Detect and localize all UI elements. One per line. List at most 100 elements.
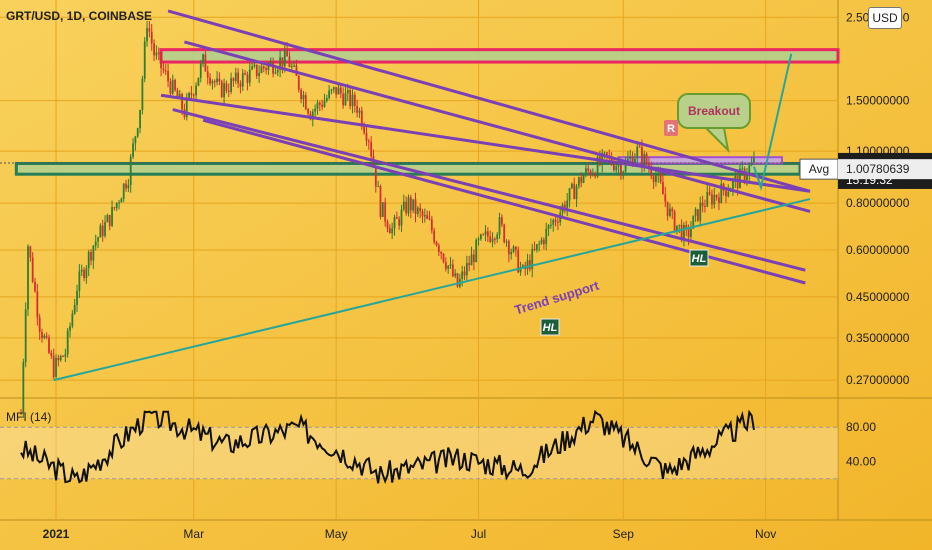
avg-price-box	[838, 159, 932, 180]
candle-body	[367, 140, 370, 142]
candle-body	[22, 362, 25, 414]
candle-body	[199, 63, 202, 78]
candle-body	[671, 208, 674, 212]
candle-body	[62, 355, 64, 357]
candle-body	[262, 66, 265, 69]
candle-body	[673, 211, 676, 232]
candle-body	[442, 253, 445, 263]
candle-body	[573, 183, 576, 200]
hl-marker-2-label: HL	[692, 253, 707, 265]
candle-body	[713, 195, 716, 205]
candle-body	[328, 90, 331, 99]
candle-body	[34, 281, 36, 292]
candle-body	[73, 304, 76, 314]
candle-body	[617, 164, 620, 167]
candle-body	[304, 94, 307, 110]
candle-body	[444, 262, 447, 269]
candle-body	[230, 78, 232, 92]
candle-body	[307, 109, 310, 114]
candle-body	[211, 81, 214, 84]
hl-marker-1-box	[540, 318, 560, 336]
candle-body	[624, 161, 627, 172]
candle-body	[741, 168, 744, 170]
candle-body	[365, 132, 368, 141]
projection-line	[753, 53, 793, 192]
candle-body	[711, 194, 713, 205]
candle-body	[244, 73, 246, 75]
x-tick-label: May	[325, 527, 348, 541]
candle-body	[290, 66, 293, 68]
candle-body	[664, 194, 667, 202]
candle-body	[167, 70, 169, 82]
candle-body	[218, 78, 221, 82]
candle-body	[286, 49, 289, 57]
candle-body	[59, 355, 62, 361]
candle-body	[746, 175, 748, 180]
candle-body	[636, 146, 639, 159]
candle-body	[234, 72, 237, 81]
candle-body	[265, 68, 268, 71]
mfi-label: MFI (14)	[6, 410, 52, 424]
candle-body	[164, 70, 167, 72]
candle-body	[451, 264, 454, 277]
candle-body	[281, 57, 284, 67]
candle-body	[718, 197, 720, 204]
channel-line	[184, 40, 811, 213]
candle-body	[323, 100, 326, 107]
candle-body	[318, 102, 321, 105]
y-tick-label: 1.50000000	[846, 94, 910, 108]
candle-body	[566, 200, 569, 211]
candle-body	[386, 221, 389, 229]
candle-body	[634, 158, 636, 166]
candle-body	[258, 72, 261, 77]
candle-body	[181, 94, 183, 110]
candle-body	[486, 231, 489, 237]
candle-body	[589, 170, 592, 176]
candle-body	[400, 209, 403, 226]
candle-body	[83, 269, 85, 279]
r-marker-label: R	[667, 123, 675, 135]
candle-body	[393, 217, 396, 229]
candle-body	[185, 97, 188, 118]
candle-body	[204, 54, 207, 72]
candle-body	[24, 309, 27, 363]
candle-body	[106, 215, 109, 223]
candle-body	[655, 175, 657, 182]
candle-body	[118, 202, 120, 204]
candle-body	[269, 61, 272, 65]
candle-body	[92, 245, 95, 261]
candle-body	[136, 128, 139, 137]
candle-body	[209, 77, 211, 84]
candle-body	[542, 239, 545, 245]
candle-body	[535, 244, 538, 250]
candle-body	[517, 249, 520, 273]
candle-body	[255, 64, 258, 77]
candle-body	[496, 234, 499, 240]
candle-body	[276, 69, 279, 73]
candle-body	[360, 110, 363, 127]
ticker-label: GRT/USD, 1D, COINBASE	[6, 9, 153, 23]
candle-body	[31, 257, 34, 282]
candle-body	[87, 251, 90, 269]
candle-body	[146, 28, 148, 42]
candle-body	[645, 153, 648, 164]
candle-body	[330, 89, 333, 91]
candle-body	[449, 264, 452, 266]
candle-body	[94, 241, 97, 246]
candle-body	[29, 246, 32, 258]
candle-body	[538, 243, 541, 245]
candle-body	[101, 225, 104, 237]
x-tick-label: 2021	[43, 527, 70, 541]
candle-body	[552, 219, 555, 225]
currency-badge[interactable]: USD	[868, 7, 902, 29]
candle-body	[206, 71, 209, 78]
candle-body	[465, 262, 468, 276]
candle-body	[521, 265, 524, 267]
candle-body	[363, 126, 366, 133]
mfi-indicator: 80.00 40.00	[0, 409, 876, 484]
candle-body	[503, 224, 506, 243]
candle-body	[704, 206, 706, 208]
candle-body	[606, 152, 608, 156]
candle-body	[720, 183, 723, 204]
